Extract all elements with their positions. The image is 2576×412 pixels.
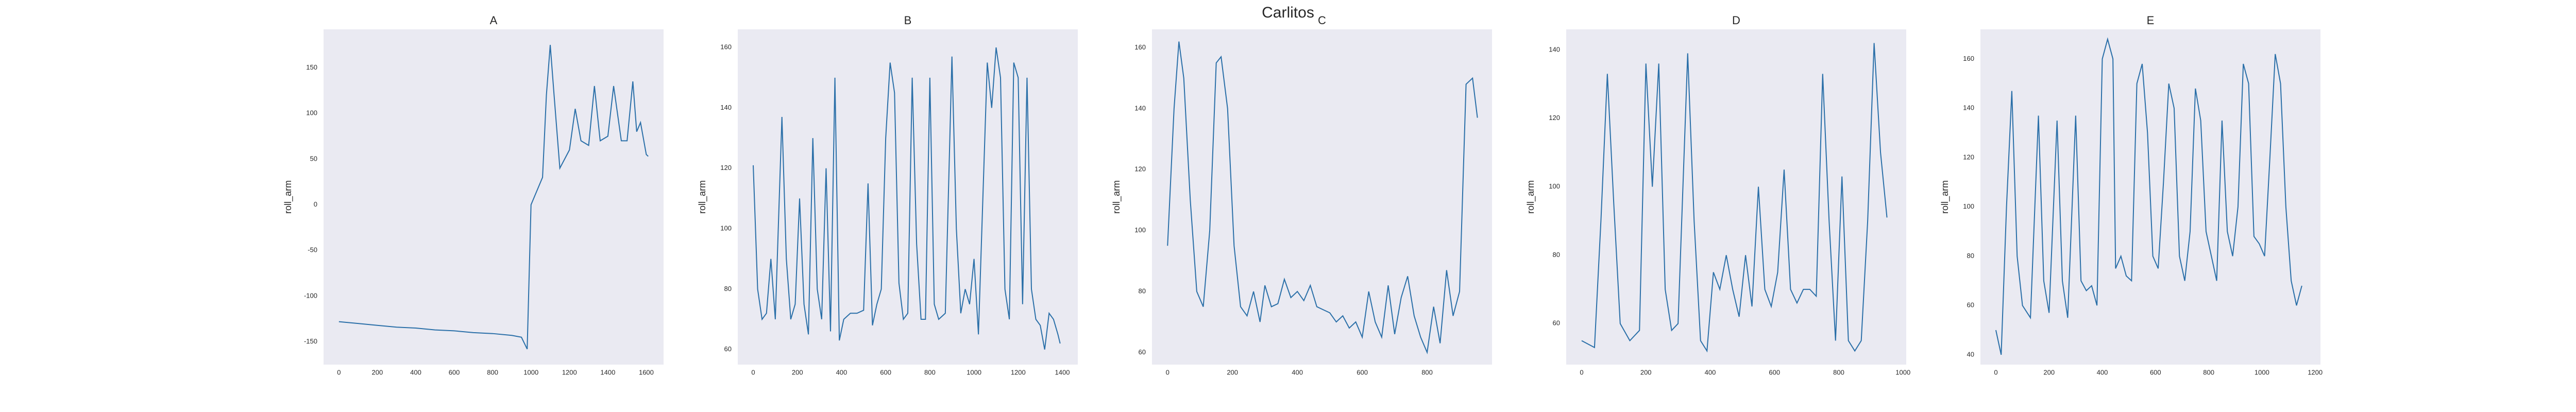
x-tick-label: 600 (1769, 368, 1780, 376)
x-tick-label: 400 (1705, 368, 1716, 376)
subplot-title: C (1318, 14, 1326, 27)
data-line (1167, 41, 1478, 355)
y-tick-label: 120 (1134, 165, 1146, 173)
y-tick-label: 100 (1549, 182, 1560, 190)
plot-area (1152, 29, 1492, 365)
x-tick-label: 400 (410, 368, 421, 376)
x-tick-label: 200 (792, 368, 803, 376)
x-tick-label: 1000 (2255, 368, 2269, 376)
y-tick-label: 0 (314, 200, 317, 208)
y-tick-label: 160 (720, 43, 732, 51)
x-tick-label: 400 (836, 368, 848, 376)
y-tick-label: 80 (724, 285, 732, 293)
y-tick-label: 120 (1963, 153, 1974, 161)
x-tick-label: 600 (2150, 368, 2161, 376)
data-line (1995, 37, 2302, 355)
plot-area (1566, 29, 1906, 365)
x-tick-label: 0 (1994, 368, 1997, 376)
data-line (338, 45, 649, 350)
x-tick-label: 1400 (600, 368, 615, 376)
x-tick-label: 1600 (639, 368, 654, 376)
subplot-title: E (2147, 14, 2155, 27)
y-tick-label: 60 (1553, 319, 1560, 327)
y-axis-label: roll_arm (1526, 180, 1536, 214)
x-tick-label: 600 (449, 368, 460, 376)
x-tick-label: 1400 (1055, 368, 1070, 376)
y-tick-label: 50 (310, 154, 317, 162)
x-tick-label: 0 (751, 368, 755, 376)
x-tick-label: 200 (372, 368, 383, 376)
y-tick-label: 60 (1139, 348, 1146, 356)
x-tick-label: 0 (1580, 368, 1583, 376)
x-tick-label: 600 (1357, 368, 1368, 376)
data-line (753, 47, 1061, 350)
x-tick-label: 800 (2203, 368, 2214, 376)
y-axis-label: roll_arm (283, 180, 294, 214)
x-tick-label: 0 (1166, 368, 1170, 376)
y-tick-label: 140 (1549, 45, 1560, 53)
y-tick-label: 150 (306, 63, 317, 71)
y-axis-label: roll_arm (697, 180, 708, 214)
y-tick-label: -150 (304, 337, 317, 345)
y-tick-label: 120 (1549, 114, 1560, 122)
x-tick-label: 800 (487, 368, 498, 376)
y-tick-label: 80 (1139, 287, 1146, 295)
y-axis-label: roll_arm (1940, 180, 1951, 214)
x-tick-label: 200 (1640, 368, 1652, 376)
subplot-title: B (904, 14, 912, 27)
subplot-title: D (1732, 14, 1740, 27)
y-tick-label: 100 (1134, 226, 1146, 234)
y-tick-label: 120 (720, 164, 732, 171)
x-tick-label: 1200 (2308, 368, 2323, 376)
subplot-title: A (490, 14, 498, 27)
x-tick-label: 1200 (1011, 368, 1026, 376)
y-tick-label: 40 (1967, 350, 1974, 358)
y-tick-label: 160 (1963, 55, 1974, 62)
y-axis-label: roll_arm (1111, 180, 1122, 214)
x-tick-label: 400 (1292, 368, 1303, 376)
data-line (1581, 43, 1888, 353)
x-tick-label: 600 (880, 368, 891, 376)
x-tick-label: 400 (2097, 368, 2108, 376)
x-tick-label: 1000 (523, 368, 538, 376)
x-tick-label: 1000 (967, 368, 981, 376)
x-tick-label: 0 (337, 368, 341, 376)
y-tick-label: 160 (1134, 43, 1146, 51)
x-tick-label: 1200 (562, 368, 577, 376)
x-tick-label: 200 (2043, 368, 2055, 376)
y-tick-label: 60 (1967, 301, 1974, 309)
plot-area (324, 29, 664, 365)
x-tick-label: 1000 (1895, 368, 1910, 376)
y-tick-label: 140 (1963, 104, 1974, 112)
x-tick-label: 800 (1833, 368, 1844, 376)
x-tick-label: 800 (924, 368, 936, 376)
y-tick-label: 60 (724, 345, 732, 353)
y-tick-label: 100 (1963, 202, 1974, 210)
y-tick-label: 100 (720, 225, 732, 232)
y-tick-label: -50 (308, 246, 317, 254)
y-tick-label: -100 (304, 291, 317, 299)
figure-title: Carlitos (1262, 4, 1314, 21)
y-tick-label: 100 (306, 109, 317, 117)
y-tick-label: 80 (1553, 251, 1560, 259)
y-tick-label: 140 (1134, 104, 1146, 112)
x-tick-label: 800 (1421, 368, 1433, 376)
x-tick-label: 200 (1227, 368, 1238, 376)
y-tick-label: 140 (720, 104, 732, 111)
y-tick-label: 80 (1967, 252, 1974, 260)
